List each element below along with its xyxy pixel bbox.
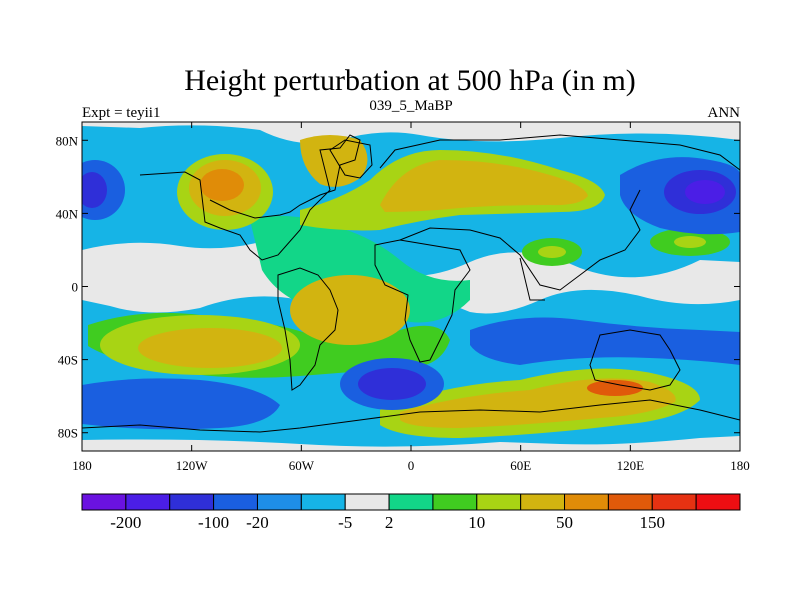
region-northwest-high — [300, 135, 368, 187]
x-tick-label: 60W — [289, 458, 315, 473]
colorbar-label: -20 — [246, 513, 269, 532]
x-tick-label: 180 — [730, 458, 750, 473]
map-field — [82, 122, 740, 451]
x-tick-label: 120E — [617, 458, 645, 473]
region-south-atlantic-high — [290, 275, 410, 345]
y-tick-label: 40S — [58, 353, 78, 368]
colorbar-box — [651, 493, 697, 511]
coastlines — [82, 134, 740, 433]
colorbar-labels: -200 -100 -20 -5 2 10 50 150 — [110, 513, 665, 532]
colorbar-label: -100 — [198, 513, 229, 532]
colorbar-label: -5 — [338, 513, 352, 532]
colorbar-label: 10 — [468, 513, 485, 532]
coastline-africa — [374, 239, 471, 363]
colorbar-box — [125, 493, 171, 511]
region-south-indian-low — [470, 317, 740, 365]
x-tick-label: 180 — [72, 458, 92, 473]
region-south-indian-high-core — [587, 380, 643, 396]
colorbar-box — [388, 493, 434, 511]
colorbar-label: 150 — [640, 513, 666, 532]
colorbar-box — [81, 493, 127, 511]
x-axis: 180 120W 60W 0 60E 120E 180 — [72, 122, 750, 473]
y-tick-label: 40N — [56, 206, 79, 221]
colorbar-label: -200 — [110, 513, 141, 532]
coastline-antarctica — [82, 399, 740, 433]
region-north-pacific-low-east-inner — [685, 180, 725, 204]
coastline-eurasia — [379, 134, 740, 301]
field-neutral-south — [82, 436, 740, 451]
coastline-south-america — [277, 267, 339, 391]
right-string: ANN — [708, 105, 741, 121]
colorbar-box — [476, 493, 522, 511]
center-string: 039_5_MaBP — [369, 98, 452, 114]
y-tick-label: 0 — [72, 280, 79, 295]
region-south-pacific-high-inner — [138, 328, 282, 368]
colorbar-box — [169, 493, 215, 511]
region-north-pacific-low-core — [82, 172, 107, 208]
x-tick-label: 60E — [510, 458, 531, 473]
colorbar-box — [344, 493, 390, 511]
colorbar-box — [520, 493, 566, 511]
coastline-north-america — [139, 134, 361, 261]
colorbar-box — [432, 493, 478, 511]
region-south-atlantic-low-core — [358, 368, 426, 400]
region-southeast-pacific-low — [82, 378, 280, 430]
coastline-greenland — [329, 139, 373, 179]
region-pacific-high-east-core — [674, 236, 706, 248]
colorbar-box — [695, 493, 741, 511]
colorbar-label: 50 — [556, 513, 573, 532]
y-tick-label: 80S — [58, 426, 78, 441]
y-tick-label: 80N — [56, 133, 79, 148]
x-tick-label: 120W — [176, 458, 209, 473]
region-asia-high-core — [538, 246, 566, 258]
colorbar-label: 2 — [385, 513, 394, 532]
colorbar-box — [256, 493, 302, 511]
colorbar — [81, 493, 741, 511]
left-string: Expt = teyii1 — [82, 105, 160, 121]
colorbar-box — [300, 493, 346, 511]
colorbar-box — [213, 493, 258, 511]
chart-title: Height perturbation at 500 hPa (in m) — [184, 64, 636, 97]
x-tick-label: 0 — [408, 458, 415, 473]
field-neutral-north — [82, 122, 740, 144]
y-axis: 80N 40N 0 40S 80S — [56, 133, 740, 441]
region-north-pacific-high-core — [200, 169, 244, 201]
colorbar-box — [564, 493, 609, 511]
coastline-australia — [589, 329, 681, 391]
colorbar-box — [607, 493, 653, 511]
region-eurasia-high-inner — [380, 160, 588, 212]
